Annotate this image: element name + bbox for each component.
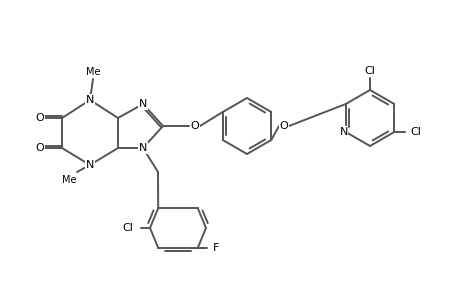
Text: Me: Me: [85, 67, 100, 77]
Text: F: F: [212, 243, 218, 253]
Text: Me: Me: [62, 175, 76, 185]
Text: Cl: Cl: [410, 127, 421, 137]
Text: N: N: [339, 127, 347, 137]
Text: N: N: [86, 160, 94, 170]
Text: Cl: Cl: [122, 223, 133, 233]
Text: O: O: [35, 143, 44, 153]
Text: O: O: [279, 121, 288, 131]
Text: O: O: [35, 113, 44, 123]
Text: N: N: [86, 95, 94, 105]
Text: Cl: Cl: [364, 66, 375, 76]
Text: N: N: [139, 99, 147, 109]
Text: O: O: [190, 121, 199, 131]
Text: N: N: [139, 143, 147, 153]
